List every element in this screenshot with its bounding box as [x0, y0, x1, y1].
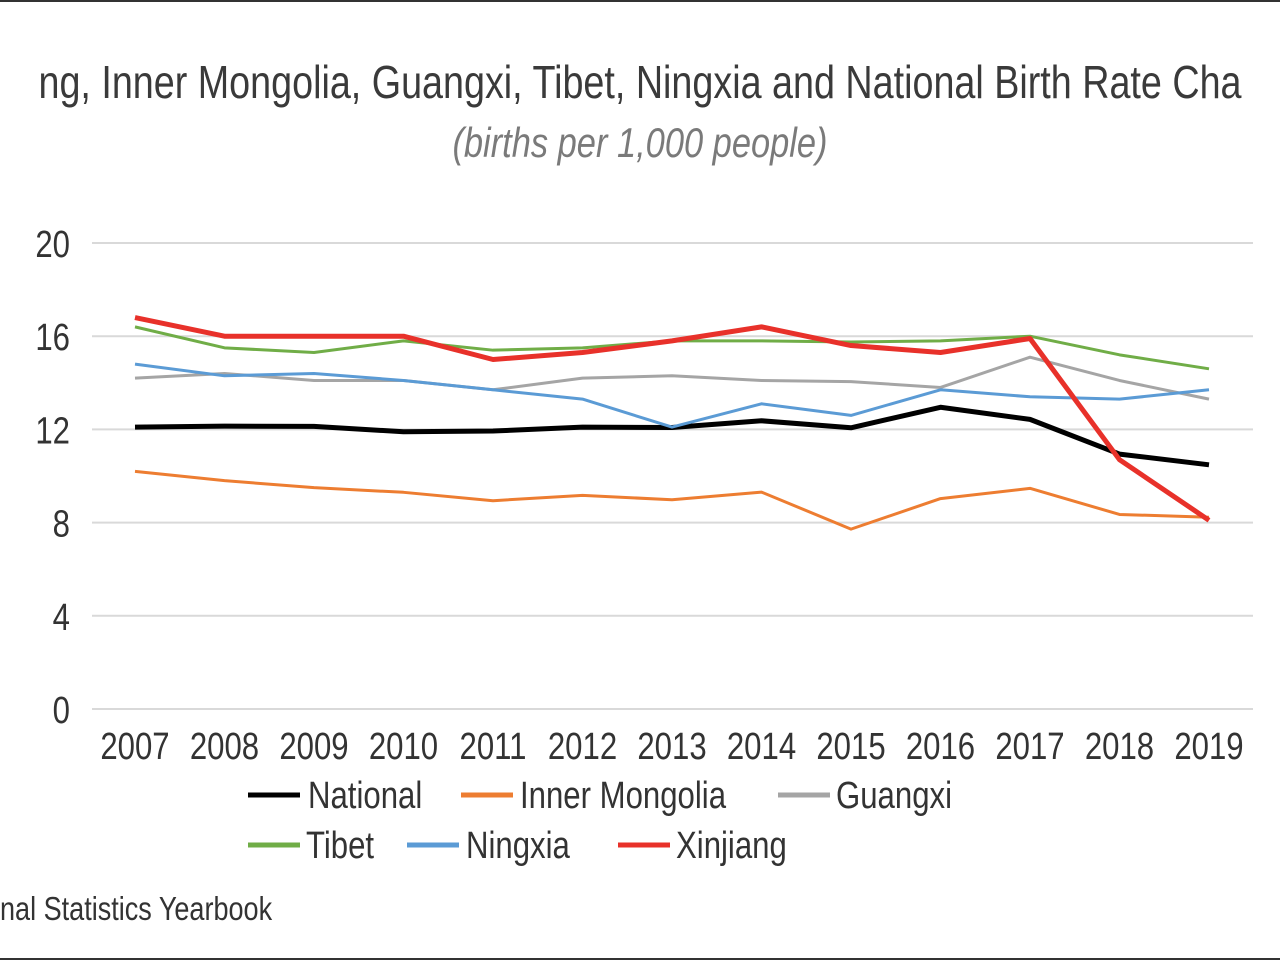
series-line-national	[134, 404, 1210, 468]
chart-subtitle: (births per 1,000 people)	[452, 120, 827, 167]
x-tick-label: 2018	[1085, 726, 1154, 768]
x-tick-label: 2013	[637, 726, 706, 768]
legend-label-tibet: Tibet	[306, 825, 374, 867]
x-tick-label: 2017	[995, 726, 1064, 768]
x-tick-label: 2014	[727, 726, 796, 768]
x-tick-label: 2019	[1174, 726, 1243, 768]
x-tick-label: 2008	[190, 726, 259, 768]
y-tick-label: 16	[35, 317, 70, 359]
x-tick-label: 2010	[369, 726, 438, 768]
legend-label-national: National	[308, 775, 422, 817]
y-tick-label: 12	[35, 411, 70, 453]
source-note: nal Statistics Yearbook	[0, 892, 273, 928]
series-line-ningxia	[134, 362, 1210, 429]
x-tick-label: 2011	[460, 726, 527, 768]
legend-label-inner-mongolia: Inner Mongolia	[520, 775, 727, 817]
y-tick-label: 20	[35, 224, 70, 266]
y-tick-label: 8	[53, 504, 70, 546]
legend-label-xinjiang: Xinjiang	[676, 825, 787, 867]
series-line-inner-mongolia	[134, 469, 1210, 531]
x-tick-label: 2009	[279, 726, 348, 768]
y-tick-label: 0	[53, 690, 70, 732]
chart-title: ng, Inner Mongolia, Guangxi, Tibet, Ning…	[38, 56, 1242, 107]
y-tick-label: 4	[53, 597, 70, 639]
x-tick-label: 2015	[816, 726, 885, 768]
legend-label-ningxia: Ningxia	[466, 825, 570, 867]
x-tick-label: 2012	[548, 726, 617, 768]
series-line-xinjiang	[134, 315, 1211, 523]
x-tick-label: 2016	[906, 726, 975, 768]
legend-label-guangxi: Guangxi	[836, 775, 952, 817]
x-tick-label: 2007	[100, 726, 169, 768]
